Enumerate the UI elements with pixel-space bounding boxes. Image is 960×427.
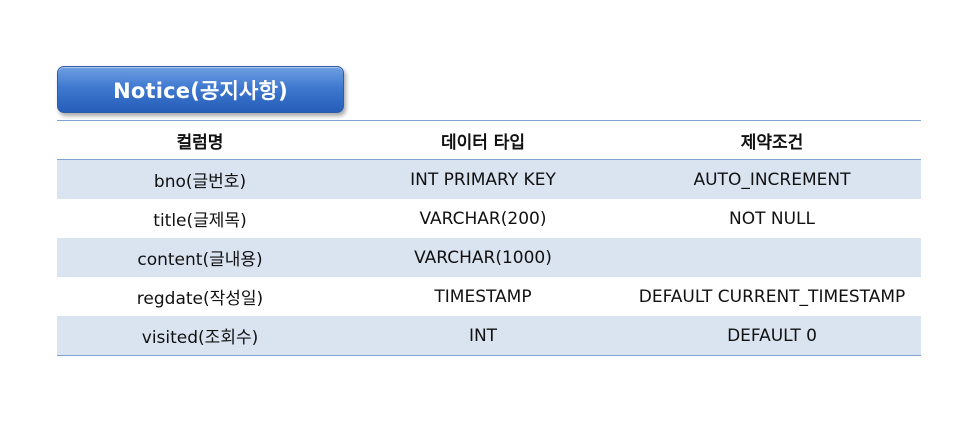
cell-column-name: visited(조회수) [141,328,259,348]
cell-data-type: TIMESTAMP [434,286,532,307]
cell-constraint: AUTO_INCREMENT [693,169,851,190]
table-title: Notice(공지사항) [113,78,288,103]
cell-column-name: regdate(작성일) [136,289,264,309]
cell-data-type: VARCHAR(200) [419,208,547,229]
table-row: content(글내용) VARCHAR(1000) [57,238,921,277]
cell-column-name: title(글제목) [153,211,247,231]
cell-data-type: VARCHAR(1000) [414,247,552,268]
schema-table: 컬럼명 데이터 타입 제약조건 bno(글번호) INT PRIMARY KEY… [57,120,921,356]
header-data-type: 데이터 타입 [440,132,526,153]
table-header-row: 컬럼명 데이터 타입 제약조건 [57,121,921,160]
table-row: title(글제목) VARCHAR(200) NOT NULL [57,199,921,238]
cell-column-name: bno(글번호) [153,172,247,192]
table-row: bno(글번호) INT PRIMARY KEY AUTO_INCREMENT [57,160,921,199]
cell-constraint: DEFAULT 0 [727,325,817,346]
table-row: visited(조회수) INT DEFAULT 0 [57,316,921,355]
table-row: regdate(작성일) TIMESTAMP DEFAULT CURRENT_T… [57,277,921,316]
cell-constraint: DEFAULT CURRENT_TIMESTAMP [638,286,906,307]
header-column-name: 컬럼명 [176,132,224,153]
cell-constraint: NOT NULL [729,208,815,229]
cell-data-type: INT PRIMARY KEY [410,169,556,190]
table-title-banner: Notice(공지사항) [57,66,344,113]
header-constraint: 제약조건 [740,132,804,153]
cell-data-type: INT [468,325,498,346]
cell-column-name: content(글내용) [137,250,263,270]
